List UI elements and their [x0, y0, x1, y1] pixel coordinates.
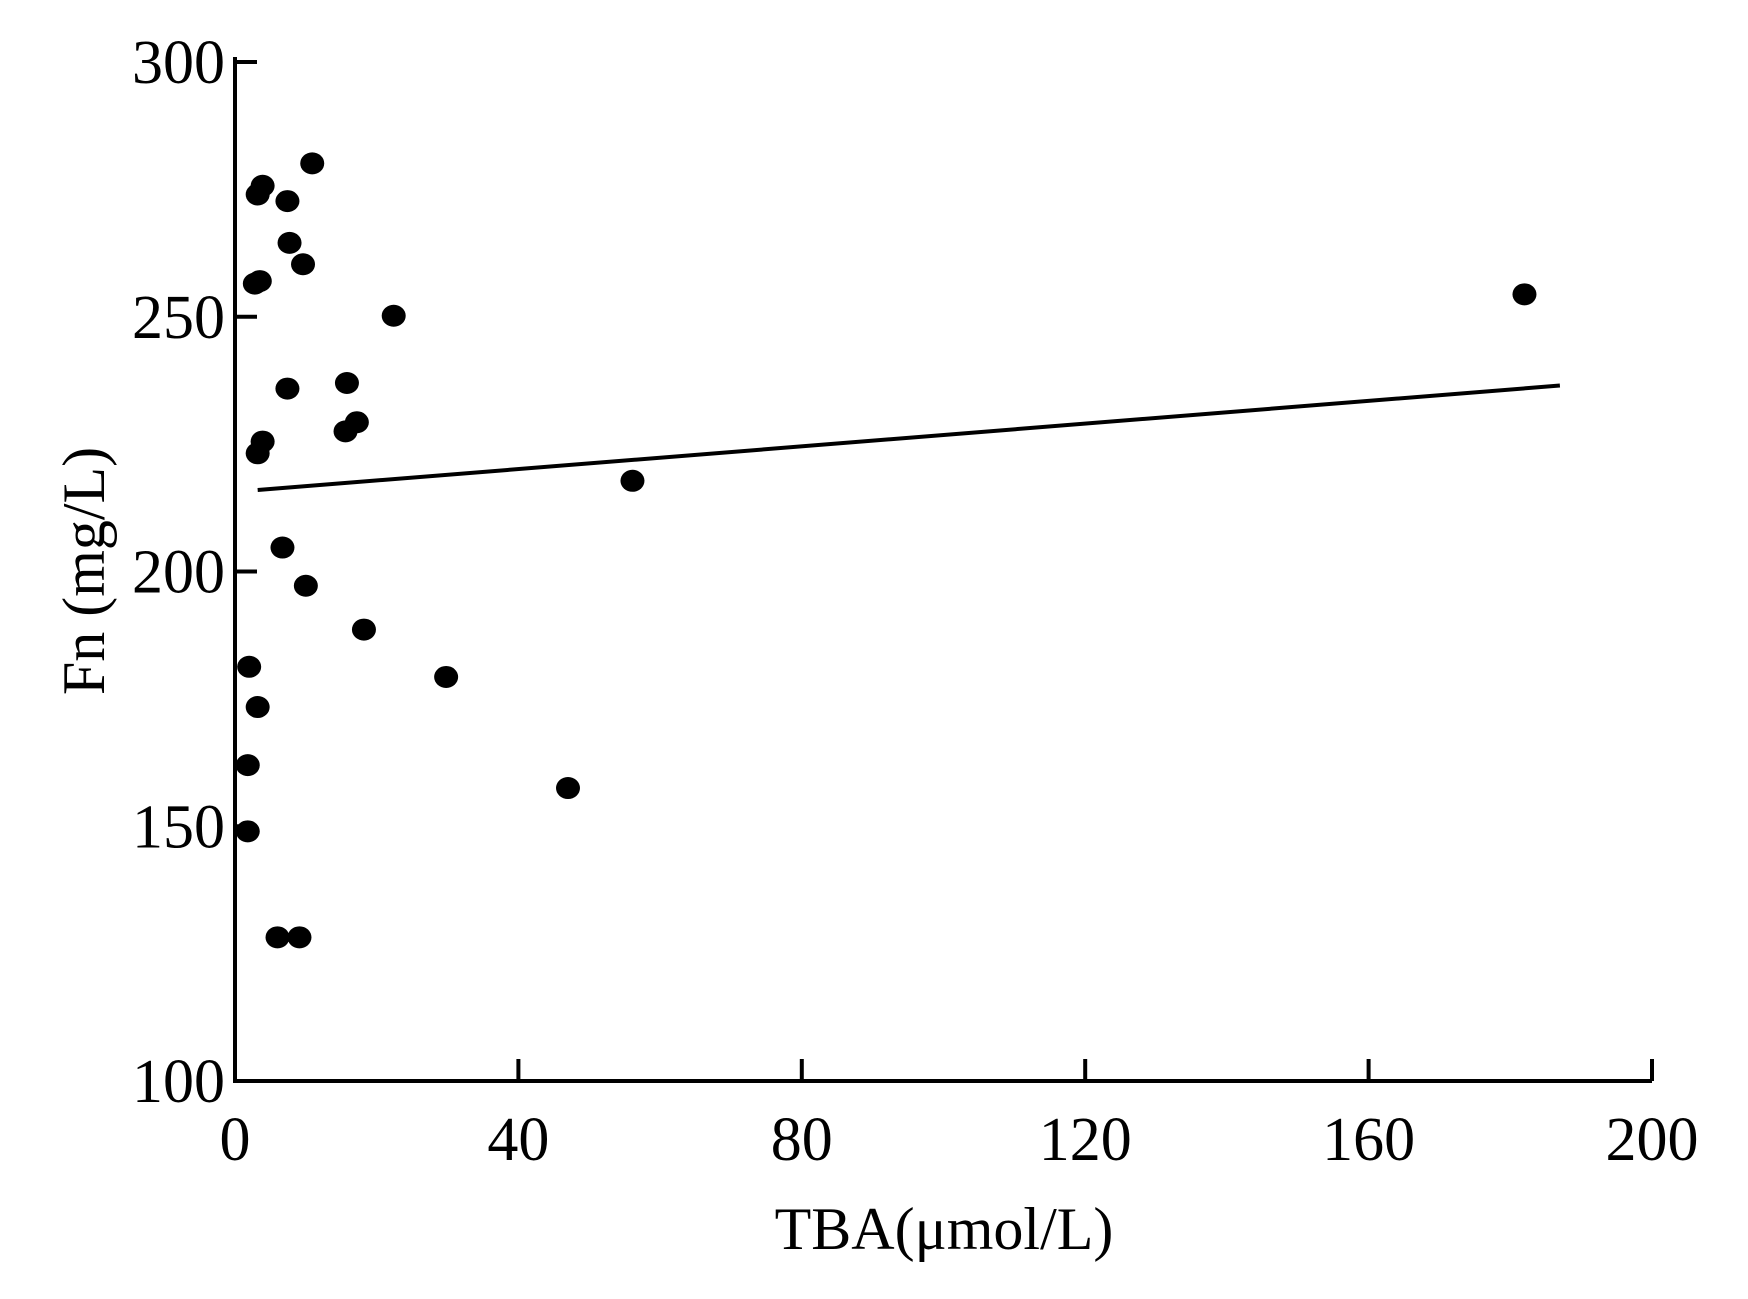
data-point: [265, 926, 290, 949]
x-tick-label: 200: [1606, 1106, 1699, 1174]
x-tick-label: 120: [1039, 1106, 1132, 1174]
x-tick-label: 160: [1322, 1106, 1415, 1174]
data-point: [245, 442, 270, 465]
x-tick-label: 0: [220, 1106, 251, 1174]
x-axis-ticks: 0 40 80 120 160 200: [220, 1059, 1699, 1174]
y-axis: 100 150 200 250 300: [132, 29, 257, 1116]
data-point: [291, 253, 316, 276]
data-point: [620, 469, 645, 492]
y-tick-label: 300: [132, 29, 225, 97]
data-point: [1512, 283, 1537, 306]
data-point: [333, 420, 358, 443]
y-tick-label: 200: [132, 539, 225, 607]
x-tick-label: 40: [487, 1106, 549, 1174]
data-point: [351, 618, 376, 641]
data-point: [434, 665, 459, 688]
y-tick-label: 100: [132, 1048, 225, 1116]
data-point: [381, 304, 406, 327]
data-point: [287, 926, 312, 949]
data-point: [270, 536, 295, 559]
x-axis: 0 40 80 120 160 200: [220, 1059, 1699, 1174]
data-point: [300, 152, 325, 175]
data-point: [277, 231, 302, 254]
y-tick-label: 150: [132, 793, 225, 861]
data-point: [245, 183, 270, 206]
data-point: [275, 190, 300, 213]
data-point: [245, 696, 270, 719]
y-tick-label: 250: [132, 284, 225, 352]
regression-line: [257, 383, 1561, 492]
data-point: [555, 777, 580, 800]
data-point: [235, 754, 260, 777]
y-axis-title: Fn (mg/L): [51, 447, 117, 695]
data-point: [293, 574, 318, 597]
data-points: [235, 152, 1537, 949]
data-point: [247, 270, 272, 293]
x-tick-label: 80: [771, 1106, 833, 1174]
data-point: [334, 371, 359, 394]
y-axis-ticks: 100 150 200 250 300: [132, 29, 257, 1116]
data-point: [235, 820, 260, 843]
data-point: [275, 377, 300, 400]
x-axis-title: TBA(μmol/L): [775, 1196, 1114, 1262]
data-point: [237, 655, 262, 678]
